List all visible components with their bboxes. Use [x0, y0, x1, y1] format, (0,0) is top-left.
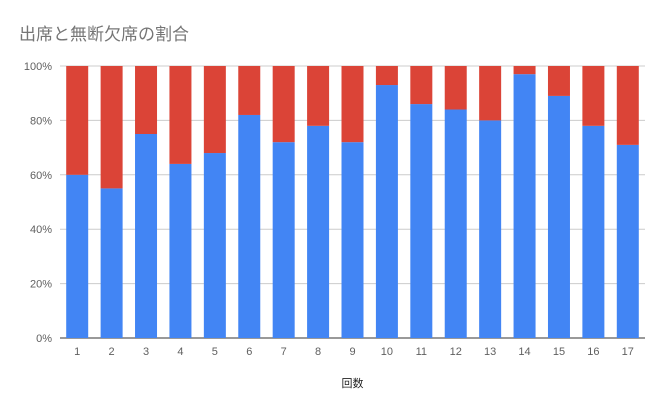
bar-segment-absence — [100, 66, 123, 189]
bar-segment-absence — [238, 66, 261, 115]
bar-segment-absence — [66, 66, 89, 175]
bar-segment-absence — [582, 66, 605, 126]
bar-segment-absence — [547, 66, 570, 96]
bar-segment-absence — [341, 66, 364, 143]
bar-segment-attendance — [444, 109, 467, 339]
x-tick-label: 3 — [143, 346, 149, 358]
bar-segment-absence — [307, 66, 330, 126]
x-tick-label: 5 — [212, 346, 218, 358]
x-tick-label: 12 — [450, 346, 462, 358]
bar-segment-absence — [135, 66, 158, 134]
x-tick-label: 10 — [381, 346, 393, 358]
bar-segment-attendance — [513, 74, 536, 338]
bar-segment-absence — [444, 66, 467, 110]
bar-segment-attendance — [203, 153, 226, 338]
y-tick-label: 0% — [36, 333, 52, 345]
x-tick-label: 4 — [177, 346, 183, 358]
bar-segment-attendance — [479, 120, 502, 339]
bar-segment-attendance — [616, 144, 639, 338]
bar-segment-absence — [272, 66, 295, 143]
x-tick-label: 13 — [484, 346, 496, 358]
x-tick-label: 1 — [74, 346, 80, 358]
bar-segment-absence — [203, 66, 226, 154]
x-tick-label: 16 — [587, 346, 599, 358]
bar-segment-attendance — [307, 125, 330, 338]
bar-segment-absence — [513, 66, 536, 75]
x-tick-label: 17 — [622, 346, 634, 358]
bar-segment-attendance — [410, 104, 433, 338]
bar-segment-absence — [616, 66, 639, 145]
x-tick-label: 9 — [349, 346, 355, 358]
bar-segment-absence — [169, 66, 192, 164]
y-tick-label: 80% — [30, 115, 52, 127]
x-tick-label: 8 — [315, 346, 321, 358]
bar-segment-attendance — [547, 95, 570, 338]
bar-segment-attendance — [66, 174, 89, 338]
bar-segment-attendance — [375, 85, 398, 338]
x-tick-label: 11 — [416, 346, 427, 358]
x-tick-label: 7 — [281, 346, 287, 358]
bar-segment-attendance — [169, 163, 192, 338]
x-tick-label: 14 — [518, 346, 530, 358]
bar-segment-attendance — [582, 125, 605, 338]
bar-segment-attendance — [341, 142, 364, 338]
bar-segment-attendance — [135, 134, 158, 338]
chart-title: 出席と無断欠席の割合 — [19, 25, 189, 45]
bar-segment-attendance — [100, 188, 123, 338]
bar-segment-attendance — [238, 114, 261, 339]
bar-segment-absence — [479, 66, 502, 121]
x-tick-label: 6 — [246, 346, 252, 358]
y-tick-label: 20% — [30, 279, 52, 291]
y-tick-label: 60% — [30, 170, 52, 182]
y-tick-label: 100% — [24, 61, 52, 73]
bar-segment-absence — [410, 66, 433, 105]
x-tick-label: 15 — [553, 346, 565, 358]
y-tick-label: 40% — [30, 224, 52, 236]
bar-segment-absence — [375, 66, 398, 86]
bar-segment-attendance — [272, 142, 295, 338]
x-tick-label: 2 — [109, 346, 115, 358]
x-axis-title: 回数 — [342, 377, 364, 390]
